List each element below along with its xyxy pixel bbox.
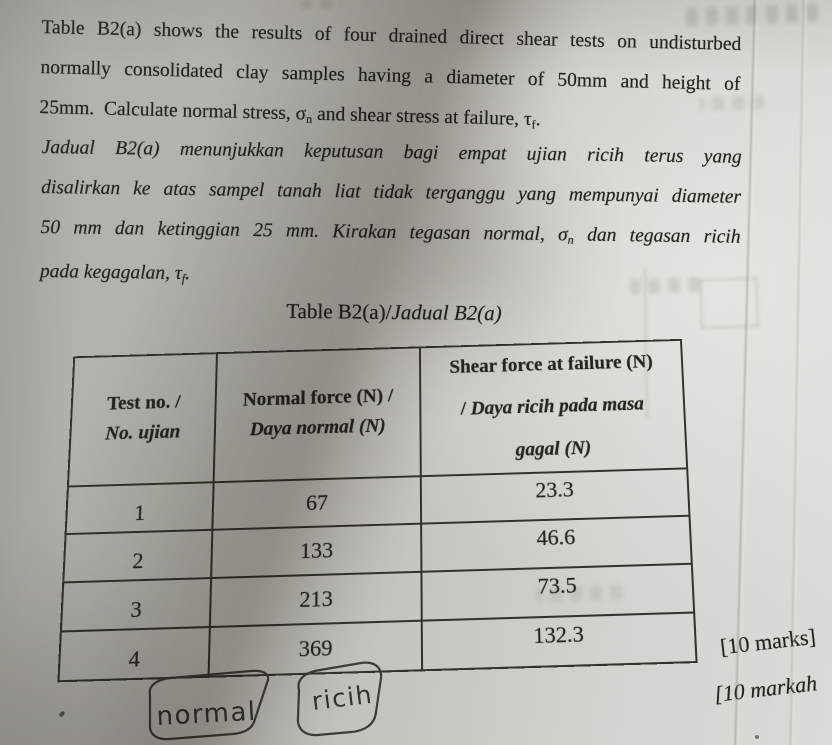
handwritten-word-normal: normal xyxy=(156,697,258,732)
marks-malay: [10 markah xyxy=(712,670,819,707)
header-test-no: Test no. / No. ujian xyxy=(67,353,217,487)
table-cell: 67 xyxy=(212,475,422,530)
table-cell: 2 xyxy=(63,529,213,583)
table-header-row: Test no. / No. ujian Normal force (N) / … xyxy=(67,339,688,487)
table-cell: 73.5 xyxy=(421,563,695,621)
handwriting-annotation: normal ricih xyxy=(148,661,383,741)
table-caption-malay: Jadual B2(a) xyxy=(391,299,502,326)
marks-english: [10 marks] xyxy=(718,623,817,660)
question-paragraph-english: Table B2(a) shows the results of four dr… xyxy=(39,8,742,149)
results-table: Test no. / No. ujian Normal force (N) / … xyxy=(57,339,697,682)
table-caption-english: Table B2(a)/ xyxy=(286,298,392,324)
bleed-through-smudge xyxy=(300,0,342,8)
table-cell: 1 xyxy=(65,481,214,534)
table-caption: Table B2(a)/Jadual B2(a) xyxy=(272,299,516,327)
pen-mark xyxy=(755,735,759,739)
bleed-through-smudge xyxy=(685,3,819,27)
question-malay-line-4: pada kegagalan, τf. xyxy=(39,261,191,286)
handwritten-word-ricih: ricih xyxy=(310,680,374,716)
header-shear-force: Shear force at failure (N) / Daya ricih … xyxy=(419,339,688,476)
table-cell: 213 xyxy=(209,571,422,627)
question-paragraph-malay: Jadual B2(a) menunjukkan keputusan bagi … xyxy=(40,128,742,307)
header-normal-force: Normal force (N) / Daya normal (N) xyxy=(213,347,421,482)
table-cell: 46.6 xyxy=(421,515,692,572)
pen-mark xyxy=(58,710,66,718)
table-cell: 23.3 xyxy=(420,468,690,524)
table-cell: 133 xyxy=(211,523,422,578)
results-table-container: Test no. / No. ujian Normal force (N) / … xyxy=(57,339,699,682)
table-cell: 3 xyxy=(60,577,212,632)
